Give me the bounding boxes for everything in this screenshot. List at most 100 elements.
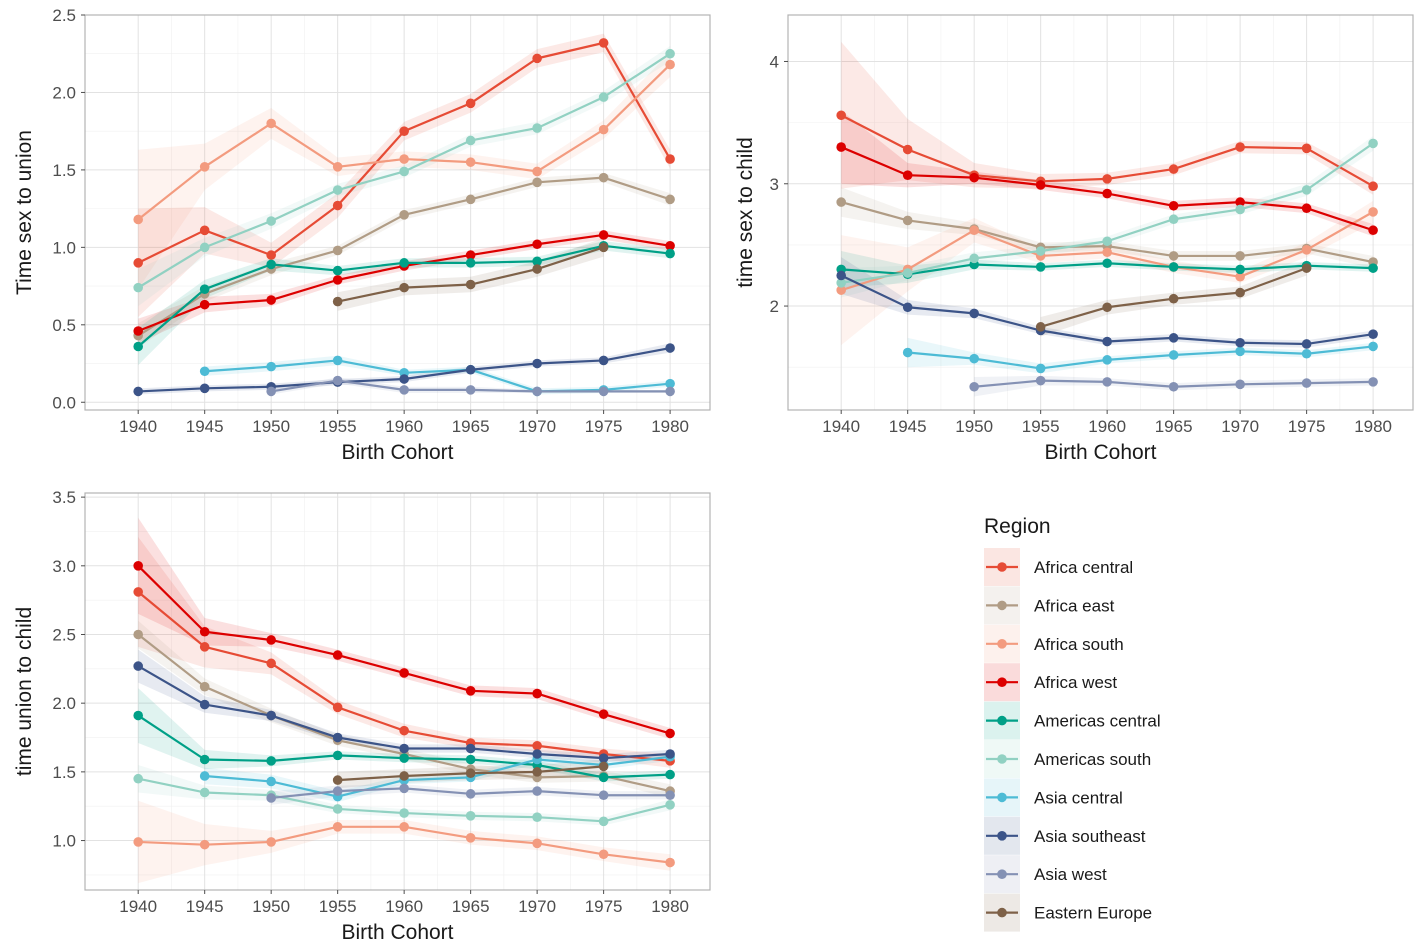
point-africa-south <box>332 822 343 832</box>
point-americas-central <box>1102 258 1112 269</box>
x-tick-label: 1945 <box>889 417 927 436</box>
point-africa-central <box>1301 143 1312 154</box>
point-asia-west <box>1102 377 1112 387</box>
legend-item-asia-central: Asia central <box>984 778 1123 817</box>
legend-label: Asia west <box>1034 865 1107 884</box>
point-asia-southeast <box>665 749 675 759</box>
point-asia-southeast <box>1368 329 1378 339</box>
legend-label: Eastern Europe <box>1034 904 1152 923</box>
x-tick-label: 1960 <box>1088 417 1126 436</box>
band-asia-central <box>907 337 1374 374</box>
legend-item-africa-central: Africa central <box>984 548 1133 586</box>
point-americas-south <box>399 808 409 818</box>
line-asia-central <box>204 359 671 393</box>
y-axis-title: Time sex to union <box>13 130 36 295</box>
point-asia-west <box>399 385 409 395</box>
point-africa-east <box>902 215 913 226</box>
point-asia-central <box>1102 355 1112 365</box>
legend-key-point <box>997 907 1007 918</box>
point-eastern-europe <box>532 264 542 274</box>
point-americas-central <box>133 710 143 721</box>
point-americas-central <box>1168 262 1179 272</box>
point-eastern-europe <box>1102 302 1112 313</box>
point-africa-west <box>199 299 210 310</box>
x-tick-label: 1965 <box>452 897 490 916</box>
point-africa-central <box>465 98 476 109</box>
point-asia-southeast <box>199 699 210 710</box>
point-africa-south <box>133 837 143 847</box>
point-africa-east <box>332 245 343 256</box>
point-africa-east <box>199 681 210 692</box>
point-eastern-europe <box>465 768 476 779</box>
x-axis-title: Birth Cohort <box>341 441 453 464</box>
legend-label: Americas south <box>1034 750 1151 769</box>
point-africa-south <box>836 285 846 295</box>
point-americas-central <box>332 265 343 276</box>
legend: Region Africa central Africa east Africa so… <box>984 515 1161 932</box>
point-africa-central <box>665 154 675 164</box>
point-asia-central <box>266 361 276 372</box>
point-africa-west <box>665 241 675 251</box>
point-americas-south <box>532 123 542 133</box>
panel-2: 1940 1945 1950 1955 1960 1965 1970 1975 1980 2 3 4 B… <box>734 14 1414 464</box>
point-americas-central <box>266 756 276 766</box>
x-tick-label: 1970 <box>518 897 556 916</box>
point-africa-west <box>532 239 542 250</box>
point-americas-central <box>532 256 542 267</box>
panel-border <box>84 492 711 891</box>
point-americas-south <box>665 48 675 59</box>
point-asia-west <box>969 381 979 392</box>
band-africa-central <box>841 41 1374 195</box>
line-asia-central <box>907 345 1374 370</box>
point-asia-southeast <box>836 270 846 281</box>
x-axis-title: Birth Cohort <box>341 921 453 944</box>
point-africa-west <box>332 275 343 285</box>
point-africa-west <box>902 170 913 181</box>
point-asia-west <box>332 375 343 386</box>
x-tick-label: 1950 <box>252 417 290 436</box>
point-asia-west <box>598 386 609 397</box>
x-tick-label: 1955 <box>319 897 357 916</box>
band-africa-central <box>138 536 671 768</box>
point-americas-central <box>1368 263 1378 273</box>
point-americas-south <box>465 811 476 821</box>
point-asia-central <box>902 347 913 358</box>
legend-key-point <box>997 677 1007 687</box>
band-africa-east <box>841 187 1374 269</box>
point-asia-southeast <box>1102 336 1112 347</box>
legend-label: Africa east <box>1034 596 1115 615</box>
y-axis-title: time sex to child <box>734 137 757 288</box>
y-tick-label: 3.5 <box>52 488 76 507</box>
band-asia-central <box>204 355 671 395</box>
point-eastern-europe <box>1168 293 1179 304</box>
point-americas-central <box>1235 264 1245 275</box>
point-americas-south <box>1301 185 1312 195</box>
band-africa-south <box>841 200 1374 346</box>
point-americas-south <box>1368 138 1378 149</box>
legend-key-point <box>997 754 1007 764</box>
point-asia-central <box>1168 350 1179 360</box>
point-asia-west <box>332 786 343 796</box>
point-africa-south <box>665 59 675 70</box>
band-asia-southeast <box>841 257 1374 348</box>
x-tick-label: 1955 <box>1022 417 1060 436</box>
point-asia-west <box>1168 381 1179 392</box>
point-asia-southeast <box>399 743 409 754</box>
band-africa-west <box>138 517 671 739</box>
point-africa-central <box>199 642 210 652</box>
point-americas-south <box>598 92 609 102</box>
panel-3: 1940 1945 1950 1955 1960 1965 1970 1975 1980 1.0 1… <box>13 488 711 944</box>
x-tick-label: 1965 <box>452 417 490 436</box>
legend-label: Asia central <box>1034 788 1123 807</box>
band-asia-southeast <box>138 649 671 763</box>
point-americas-south <box>532 812 542 822</box>
x-tick-label: 1940 <box>119 417 157 436</box>
point-africa-central <box>199 225 210 236</box>
point-asia-central <box>332 355 343 366</box>
point-americas-central <box>465 754 476 765</box>
y-tick-label: 1.0 <box>52 238 76 257</box>
point-africa-west <box>1168 200 1179 211</box>
panel-border <box>84 14 711 411</box>
point-eastern-europe <box>598 761 609 772</box>
point-americas-south <box>1102 236 1112 247</box>
